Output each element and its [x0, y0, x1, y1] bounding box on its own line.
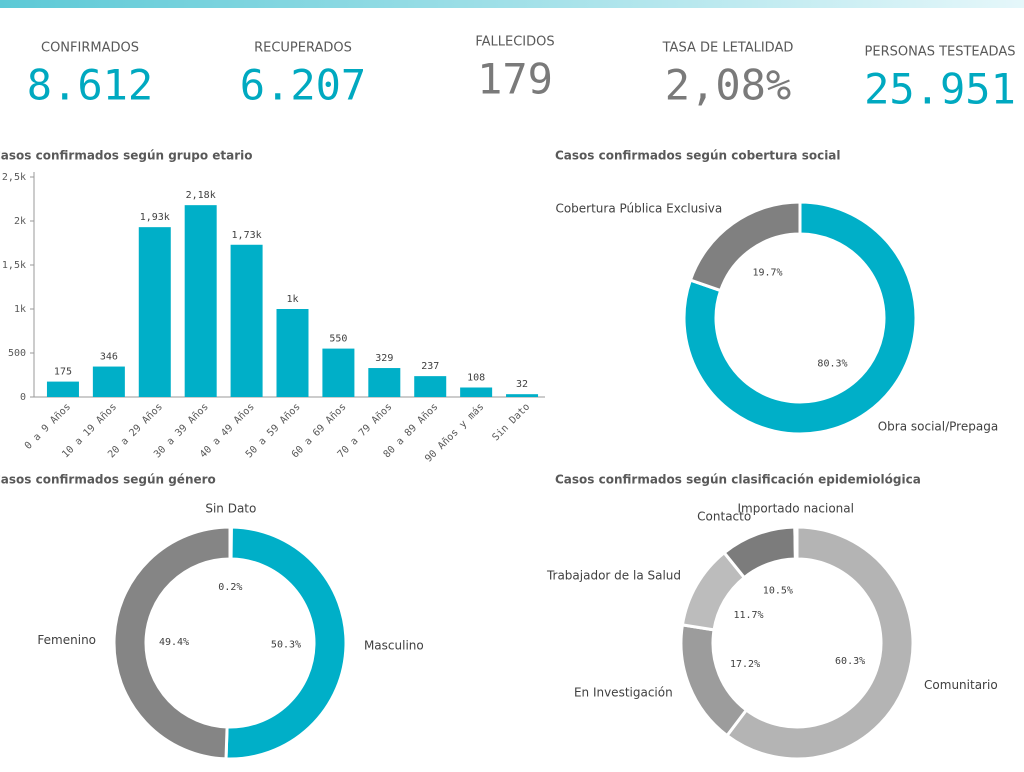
value-label: 108 — [467, 372, 485, 383]
donut-slice — [793, 525, 799, 561]
donut-slice — [724, 525, 915, 761]
slice-label: En Investigación — [574, 686, 673, 700]
kpi-label: CONFIRMADOS — [41, 41, 139, 56]
donut-slice — [688, 200, 802, 293]
donut-slice — [112, 525, 232, 761]
value-label: 11.7% — [733, 610, 763, 621]
kpi-value: 179 — [477, 55, 553, 104]
kpi-value: 2,08% — [665, 61, 791, 110]
donut-slice — [224, 525, 348, 761]
y-tick-label: 500 — [8, 348, 26, 359]
kpi-label: PERSONAS TESTEADAS — [865, 45, 1016, 60]
kpi-label: RECUPERADOS — [254, 41, 352, 56]
y-tick-label: 1k — [14, 304, 26, 315]
value-label: 1,93k — [140, 212, 170, 223]
value-label: 32 — [516, 379, 528, 390]
donut-slice — [679, 623, 749, 738]
kpi-label: FALLECIDOS — [475, 35, 554, 50]
bar — [368, 368, 401, 397]
slice-label: Trabajador de la Salud — [546, 568, 681, 582]
bar — [138, 227, 171, 397]
bar — [184, 205, 217, 397]
donut-slice — [682, 200, 918, 436]
x-tick-label: Sin Dato — [490, 401, 532, 443]
value-label: 60.3% — [835, 656, 865, 667]
y-tick-label: 1,5k — [2, 260, 26, 271]
bar — [46, 381, 79, 397]
value-label: 2,18k — [186, 190, 216, 201]
value-label: 346 — [100, 352, 118, 363]
y-tick-label: 0 — [20, 392, 26, 403]
value-label: 1k — [286, 294, 298, 305]
x-tick-label: 0 a 9 Años — [23, 401, 73, 451]
value-label: 175 — [54, 367, 72, 378]
value-label: 19.7% — [752, 267, 782, 278]
value-label: 49.4% — [159, 637, 189, 648]
slice-label: Femenino — [37, 633, 96, 647]
slice-label: Comunitario — [924, 678, 998, 692]
value-label: 50.3% — [271, 639, 301, 650]
y-tick-label: 2k — [14, 216, 26, 227]
top-bar — [0, 0, 1024, 8]
value-label: 0.2% — [218, 582, 242, 593]
bar — [414, 376, 447, 397]
bar — [92, 366, 125, 397]
value-label: 80.3% — [817, 359, 847, 370]
bar — [230, 244, 263, 397]
chart-title: Casos confirmados según cobertura social — [555, 149, 841, 163]
kpi-value: 8.612 — [27, 61, 153, 110]
slice-label: Sin Dato — [205, 502, 256, 516]
kpi-label: TASA DE LETALIDAD — [662, 41, 794, 56]
chart-title: Casos confirmados según clasificación ep… — [555, 473, 921, 487]
value-label: 329 — [375, 353, 393, 364]
slice-label: Masculino — [364, 639, 424, 653]
chart-title: Casos confirmados según grupo etario — [0, 149, 253, 163]
y-tick-label: 2,5k — [2, 172, 26, 183]
bar — [276, 309, 309, 397]
value-label: 1,73k — [232, 230, 262, 241]
bar — [322, 348, 355, 397]
slice-label: Importado nacional — [737, 502, 853, 516]
kpi-value: 25.951 — [864, 65, 1016, 114]
bar — [460, 387, 493, 397]
value-label: 550 — [329, 334, 347, 345]
value-label: 10.5% — [763, 585, 793, 596]
chart-title: Casos confirmados según género — [0, 473, 216, 487]
slice-label: Contacto — [697, 510, 751, 524]
value-label: 17.2% — [730, 659, 760, 670]
slice-label: Cobertura Pública Exclusiva — [555, 201, 722, 215]
slice-label: Obra social/Prepaga — [878, 420, 998, 434]
bar — [506, 394, 539, 397]
value-label: 237 — [421, 361, 439, 372]
kpi-value: 6.207 — [240, 61, 366, 110]
